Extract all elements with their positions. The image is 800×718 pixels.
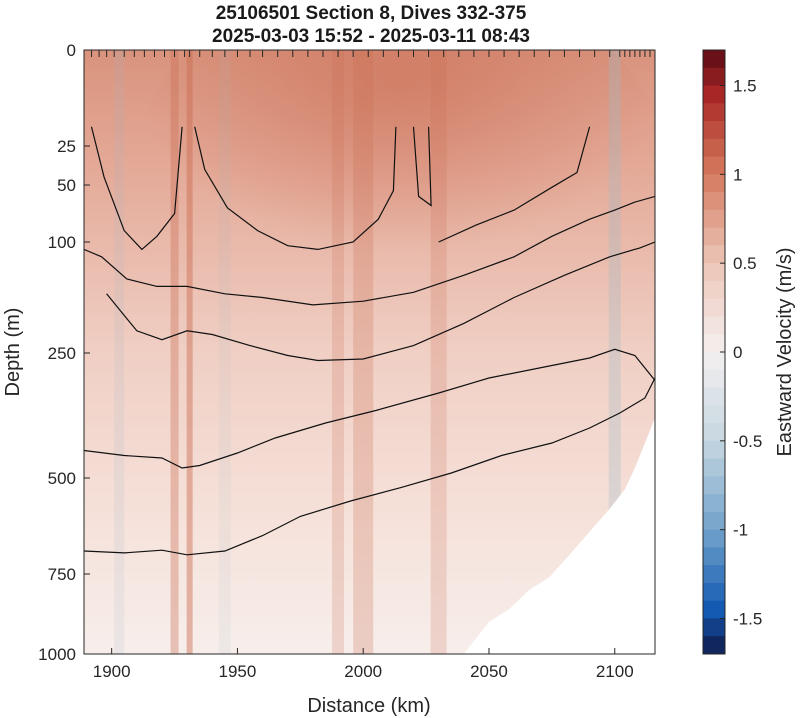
velocity-stripe [114, 50, 125, 654]
colorbar-band [703, 600, 725, 619]
contour-line [412, 126, 432, 207]
colorbar-band [703, 352, 725, 371]
colorbar-label: Eastward Velocity (m/s) [774, 248, 796, 457]
colorbar-band [703, 618, 725, 637]
chart-title: 25106501 Section 8, Dives 332-375 [216, 3, 527, 24]
plot-area [84, 50, 655, 654]
colorbar-band [703, 227, 725, 246]
contour-lines [84, 126, 655, 556]
colorbar-tick-label: 1.5 [733, 77, 757, 96]
velocity-stripe [218, 50, 231, 654]
chart-subtitle: 2025-03-03 15:52 - 2025-03-11 08:43 [212, 26, 530, 47]
colorbar-band [703, 245, 725, 264]
y-tick-label: 500 [48, 469, 76, 488]
colorbar-band [703, 476, 725, 495]
y-tick-label: 25 [57, 137, 76, 156]
x-axis-label: Distance (km) [307, 695, 430, 717]
colorbar-band [703, 316, 725, 335]
plot-frame [83, 49, 656, 655]
x-tick-label: 2000 [344, 662, 382, 681]
colorbar-band [703, 280, 725, 300]
colorbar-ticks: 1.5 1 0.5 0 -0.5 -1 -1.5 [720, 77, 762, 628]
velocity-stripe [430, 50, 447, 654]
y-axis-label: Depth (m) [2, 308, 24, 397]
velocity-stripe [353, 50, 374, 654]
colorbar-band [703, 334, 725, 353]
x-tick-label: 2100 [596, 662, 634, 681]
contour-line [106, 241, 655, 362]
colorbar-band [703, 138, 725, 158]
colorbar-band [703, 440, 725, 460]
colorbar-band [703, 636, 725, 655]
y-tick-label: 1000 [38, 645, 76, 664]
x-tick-label: 1900 [93, 662, 131, 681]
colorbar-band [703, 50, 725, 69]
contour-line [438, 126, 591, 243]
contour-line [194, 126, 397, 251]
colorbar-band [703, 529, 725, 548]
dive-markers [91, 50, 651, 57]
seafloor-mask [463, 418, 655, 654]
colorbar-band [703, 174, 725, 193]
jet-core [140, 50, 655, 320]
colorbar-tick-label: 0 [733, 343, 742, 362]
colorbar-band [703, 565, 725, 584]
colorbar-band [703, 192, 725, 211]
colorbar-tick-label: 0.5 [733, 254, 757, 273]
contour-line [84, 377, 655, 556]
colorbar-band [703, 423, 725, 442]
x-tick-label: 2050 [470, 662, 508, 681]
y-tick-label: 100 [48, 233, 76, 252]
y-tick-label: 50 [57, 176, 76, 195]
colorbar-tick-label: -1 [733, 521, 748, 540]
x-axis: 1900 1950 2000 2050 2100 [93, 648, 634, 681]
colorbar-band [703, 156, 725, 175]
colorbar-band [703, 405, 725, 424]
colorbar-band [703, 67, 725, 87]
velocity-stripe [186, 50, 193, 654]
colorbar-band [703, 511, 725, 531]
x-tick-label: 1950 [219, 662, 257, 681]
colorbar-band [703, 458, 725, 477]
colorbar-band [703, 369, 725, 389]
velocity-stripe [170, 50, 179, 654]
y-tick-label: 750 [48, 565, 76, 584]
colorbar-band [703, 494, 725, 513]
colorbar-band [703, 547, 725, 566]
colorbar-band [703, 298, 725, 317]
y-tick-label: 250 [48, 344, 76, 363]
colorbar-tick-label: -1.5 [733, 609, 762, 628]
contour-line [84, 348, 655, 469]
colorbar-band [703, 85, 725, 104]
y-tick-label: 0 [67, 41, 76, 60]
colorbar-tick-label: 1 [733, 165, 742, 184]
contour-line [84, 195, 655, 306]
colorbar-band [703, 582, 725, 602]
colorbar-band [703, 387, 725, 406]
contour-line [90, 126, 183, 251]
y-axis: 0 25 50 100 250 500 750 1000 [38, 41, 90, 664]
colorbar-band [703, 103, 725, 122]
colorbar-band [703, 209, 725, 229]
velocity-stripe [332, 50, 345, 654]
velocity-stripes [114, 50, 621, 654]
colorbar-band [703, 263, 725, 282]
colorbar-tick-label: -0.5 [733, 432, 762, 451]
colorbar-band [703, 121, 725, 140]
colorbar [702, 49, 726, 655]
